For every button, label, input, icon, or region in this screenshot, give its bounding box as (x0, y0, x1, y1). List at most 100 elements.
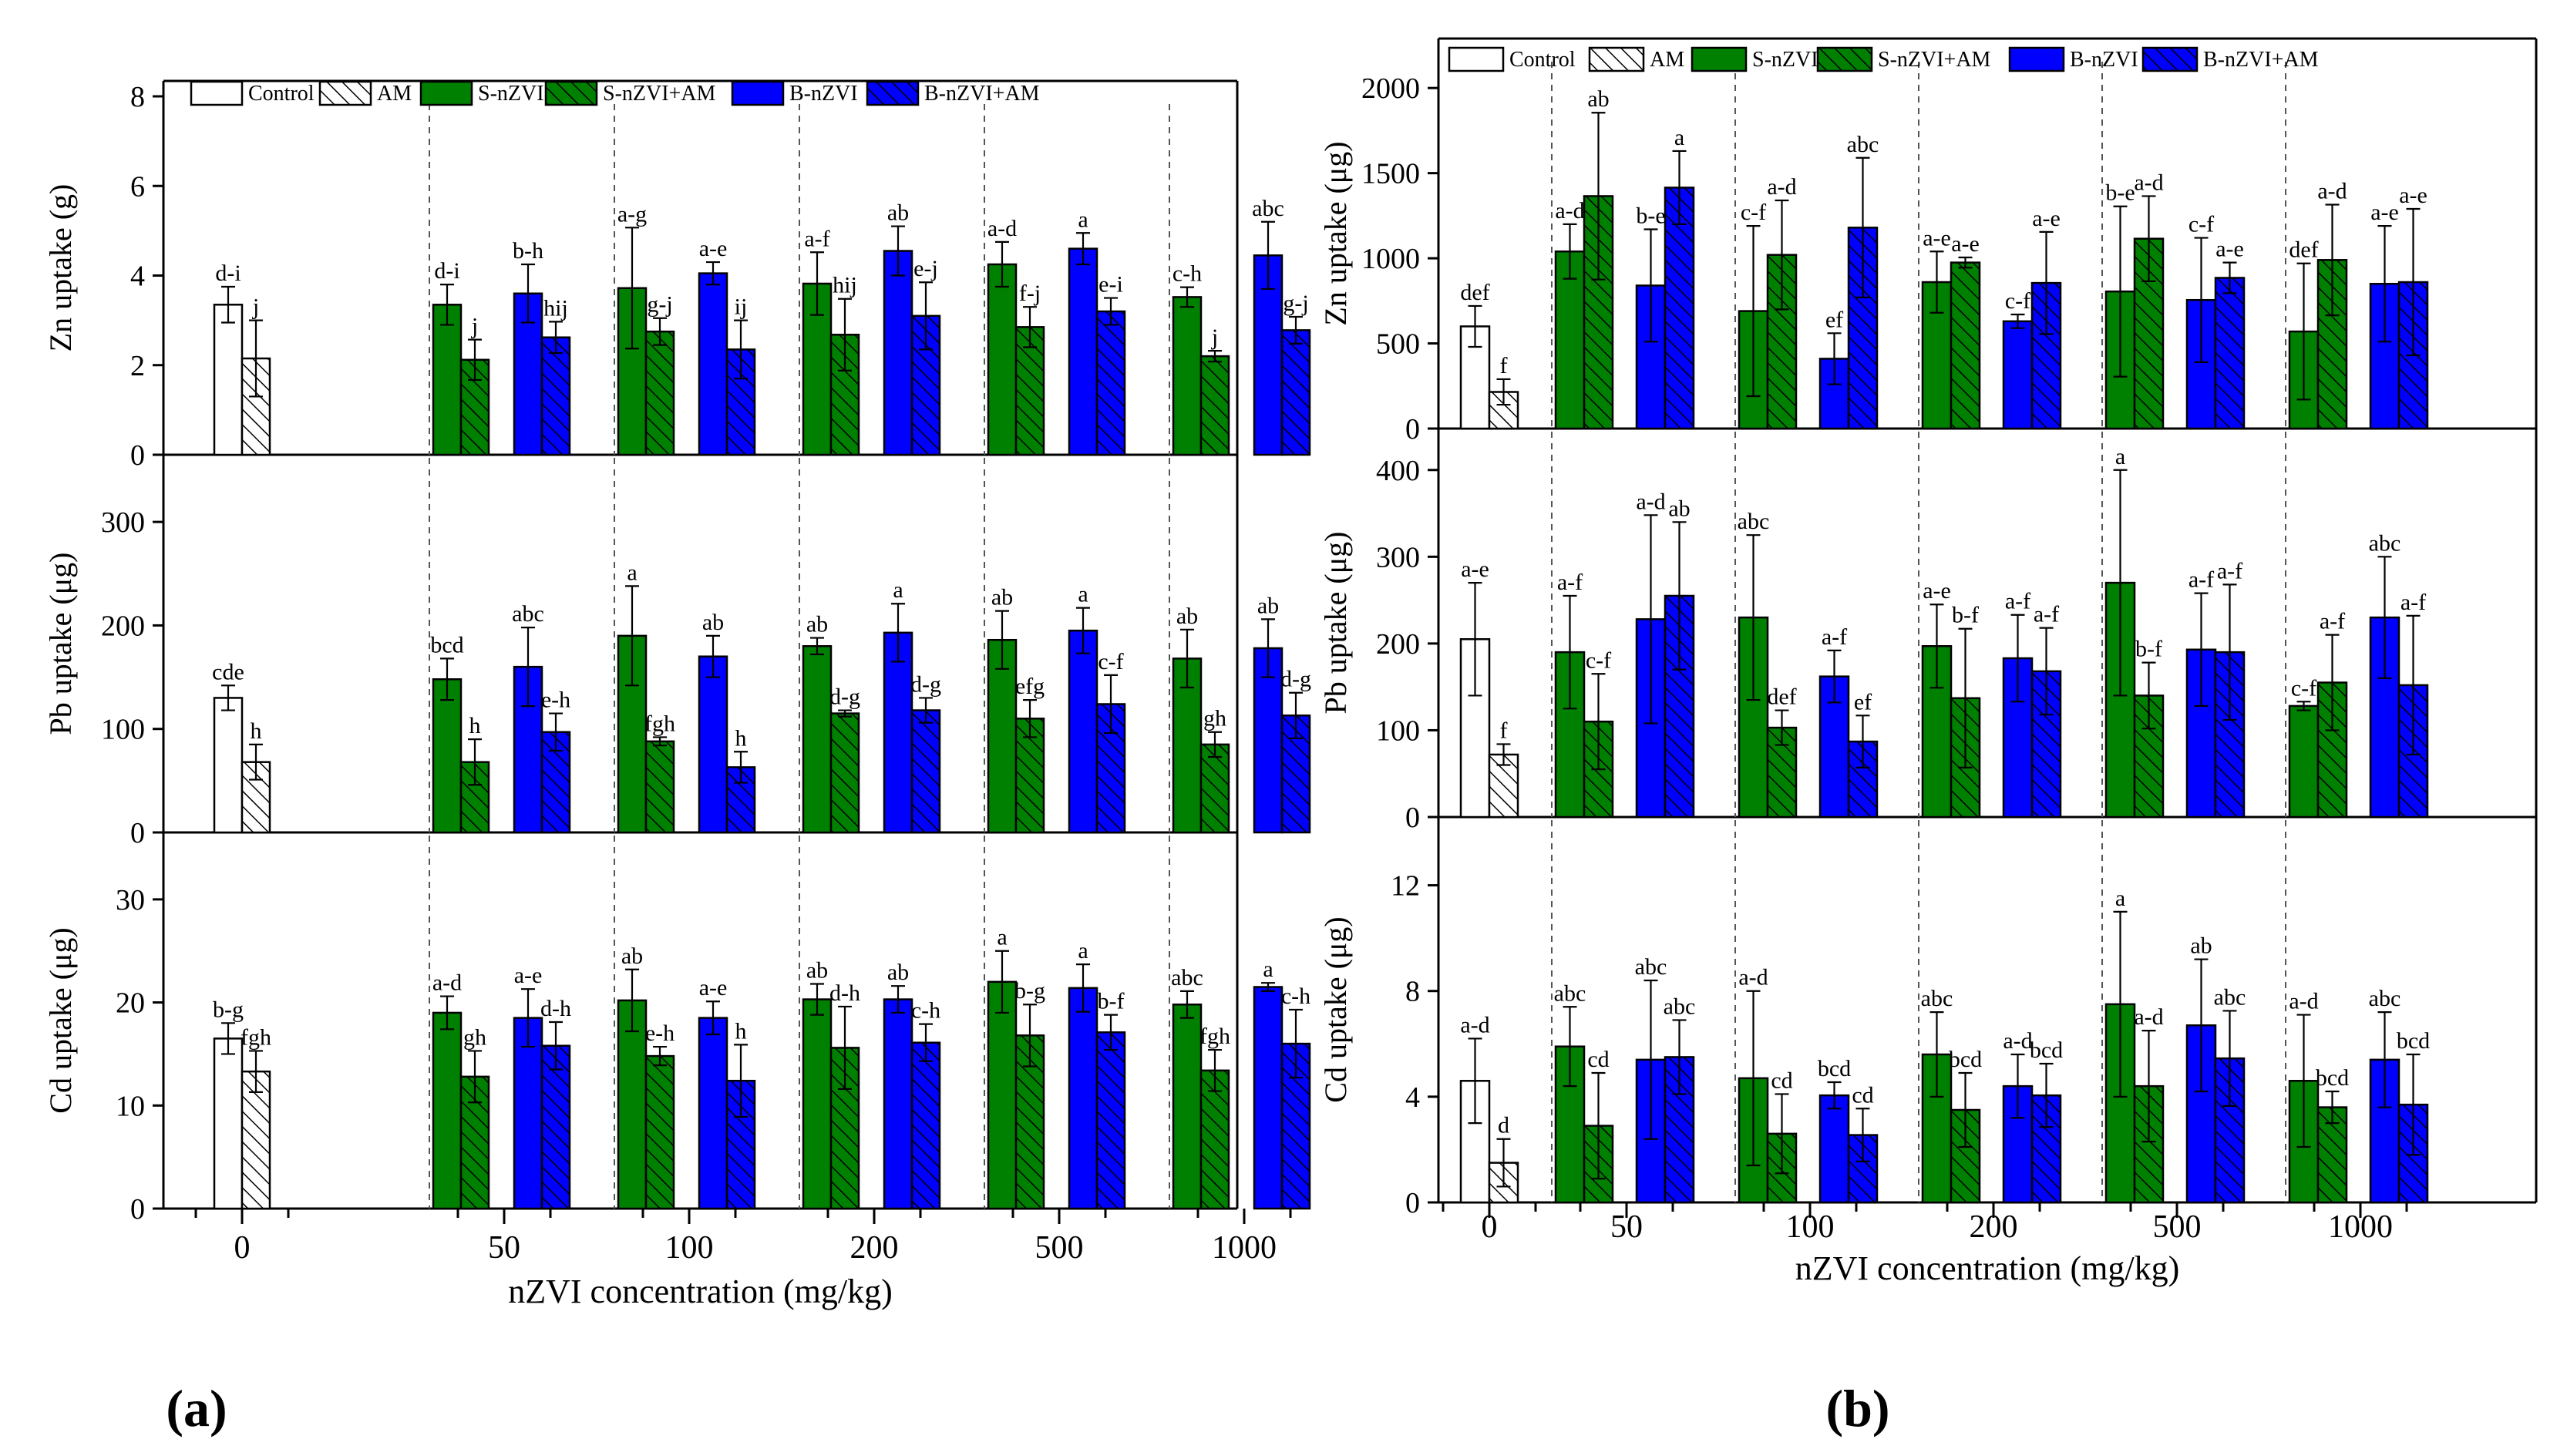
significance-label: abc (1171, 965, 1203, 990)
error-bar (2039, 230, 2054, 335)
significance-label: c-h (1281, 984, 1310, 1009)
significance-label: a (1078, 938, 1088, 963)
error-bar (706, 634, 720, 678)
error-bar (1643, 979, 1658, 1140)
significance-label: a-f (1557, 570, 1583, 595)
significance-label: c-f (1741, 200, 1766, 225)
significance-label: a (1078, 582, 1088, 607)
error-bar (1261, 220, 1275, 291)
bar (1068, 629, 1098, 834)
significance-label: a-f (1822, 624, 1847, 650)
x-tick-label: 50 (1610, 1209, 1643, 1245)
legend-swatch (1691, 46, 1748, 72)
error-bar (1591, 112, 1606, 281)
y-tick-label: 1500 (1361, 158, 1420, 190)
error-bar (2039, 1062, 2054, 1128)
significance-label: gh (1203, 706, 1226, 731)
significance-label: e-h (541, 688, 570, 713)
error-bar (1855, 1108, 1870, 1162)
bar (1664, 187, 1695, 430)
significance-label: a-d (2003, 1028, 2032, 1054)
bar (698, 272, 728, 456)
error-bar (995, 240, 1009, 288)
error-bar (440, 995, 454, 1031)
subplot-2: 0 100 200 300 400 Pb uptake (μg) a-e f a-f c-f a-d… (1318, 429, 2538, 834)
significance-label: a-e (1461, 557, 1489, 582)
significance-label: abc (2369, 986, 2401, 1011)
significance-label: a-e (2215, 237, 2244, 262)
error-bar (2296, 1014, 2311, 1148)
y-tick-label: 2 (130, 350, 145, 382)
significance-label: d-h (829, 980, 860, 1006)
legend-swatch (1816, 46, 1873, 72)
error-bar (1023, 306, 1037, 348)
legend-swatch (419, 80, 473, 106)
x-tick-label: 500 (2153, 1209, 2202, 1245)
significance-label: ab (1257, 593, 1279, 618)
error-bar (653, 736, 667, 747)
error-bar (1672, 521, 1687, 671)
error-bar (2222, 1010, 2237, 1107)
significance-label: a-f (2005, 589, 2030, 614)
significance-label: c-h (911, 998, 940, 1024)
error-bar (838, 709, 852, 718)
legend-swatch (2008, 46, 2065, 72)
error-bar (734, 751, 748, 784)
bar (802, 645, 833, 834)
error-bar (2325, 1090, 2340, 1125)
legend-label: B-nZVI (2070, 48, 2138, 72)
significance-label: a-e (699, 975, 728, 1000)
legend-swatch (2141, 46, 2199, 72)
bar (1818, 675, 1850, 819)
bar (1280, 329, 1311, 456)
error-bar (1468, 1037, 1482, 1125)
significance-label: d-i (434, 258, 459, 284)
significance-label: b-f (1952, 603, 1979, 628)
significance-label: a-e (1951, 231, 1980, 257)
y-tick-label: 200 (101, 610, 145, 642)
bar (644, 740, 675, 834)
subplot-2: 0 100 200 300 Pb uptake (μg) cde h bcd h abc e-h a f… (43, 455, 1311, 849)
significance-label: a-g (617, 201, 647, 227)
significance-label: ab (887, 200, 909, 226)
y-tick-label: 30 (116, 884, 145, 916)
bar (513, 292, 543, 456)
error-bar (625, 968, 639, 1033)
error-bar (1855, 715, 1870, 768)
error-bar (1180, 990, 1194, 1019)
error-bar (891, 225, 905, 277)
error-bar (1076, 963, 1090, 1013)
significance-label: j (252, 294, 259, 320)
bar (698, 655, 728, 834)
y-tick-label: 8 (1405, 976, 1420, 1008)
bar (213, 697, 244, 834)
legend-label: AM (1650, 48, 1684, 72)
bar (1172, 296, 1203, 456)
y-tick-label: 0 (130, 817, 145, 849)
significance-label: a-f (2320, 609, 2345, 634)
error-bar (1929, 1011, 1944, 1098)
error-bar (468, 738, 482, 786)
x-tick-label: 0 (234, 1230, 251, 1266)
x-axis-label: nZVI concentration (mg/kg) (1795, 1249, 2180, 1287)
significance-label: a-e (2032, 206, 2061, 231)
bar (2214, 277, 2246, 430)
significance-label: a (893, 577, 903, 603)
legend-label: S-nZVI+AM (1878, 48, 1991, 72)
error-bar (1563, 223, 1577, 280)
error-bar (995, 950, 1009, 1014)
significance-label: ab (1668, 496, 1690, 521)
bar (213, 304, 244, 456)
bar (883, 998, 913, 1210)
legend-label: AM (377, 82, 412, 106)
error-bar (1672, 150, 1687, 226)
legend-label: S-nZVI (1752, 48, 1818, 72)
error-bar (1468, 581, 1482, 697)
panel-label-a: (a) (166, 1379, 227, 1438)
error-bar (2406, 614, 2421, 756)
error-bar (521, 627, 535, 708)
bar (241, 1070, 271, 1210)
